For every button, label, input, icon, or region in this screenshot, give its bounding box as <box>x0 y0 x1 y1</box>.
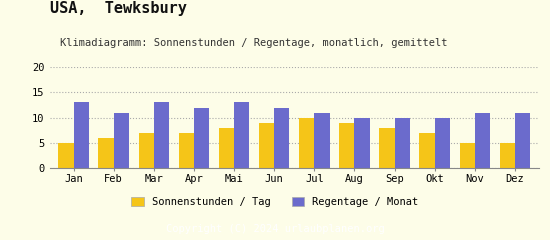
Bar <box>194 108 209 168</box>
Bar <box>219 128 234 168</box>
Bar <box>274 108 289 168</box>
Bar <box>420 133 435 168</box>
Bar <box>299 118 314 168</box>
Bar <box>98 138 114 168</box>
Bar <box>354 118 370 168</box>
Bar <box>179 133 194 168</box>
Bar <box>234 102 249 168</box>
Bar <box>259 123 274 168</box>
Text: Klimadiagramm: Sonnenstunden / Regentage, monatlich, gemittelt: Klimadiagramm: Sonnenstunden / Regentage… <box>60 38 448 48</box>
Bar <box>58 143 74 168</box>
Text: Copyright (C) 2024 urlaubplanen.org: Copyright (C) 2024 urlaubplanen.org <box>166 224 384 234</box>
Bar <box>339 123 354 168</box>
Bar <box>154 102 169 168</box>
Bar <box>475 113 490 168</box>
Bar <box>434 118 450 168</box>
Text: USA,  Tewksbury: USA, Tewksbury <box>50 1 186 16</box>
Bar <box>379 128 394 168</box>
Bar <box>139 133 154 168</box>
Bar <box>500 143 515 168</box>
Bar <box>114 113 129 168</box>
Legend: Sonnenstunden / Tag, Regentage / Monat: Sonnenstunden / Tag, Regentage / Monat <box>131 197 419 207</box>
Bar <box>460 143 475 168</box>
Bar <box>314 113 329 168</box>
Bar <box>515 113 530 168</box>
Bar <box>74 102 89 168</box>
Bar <box>394 118 410 168</box>
